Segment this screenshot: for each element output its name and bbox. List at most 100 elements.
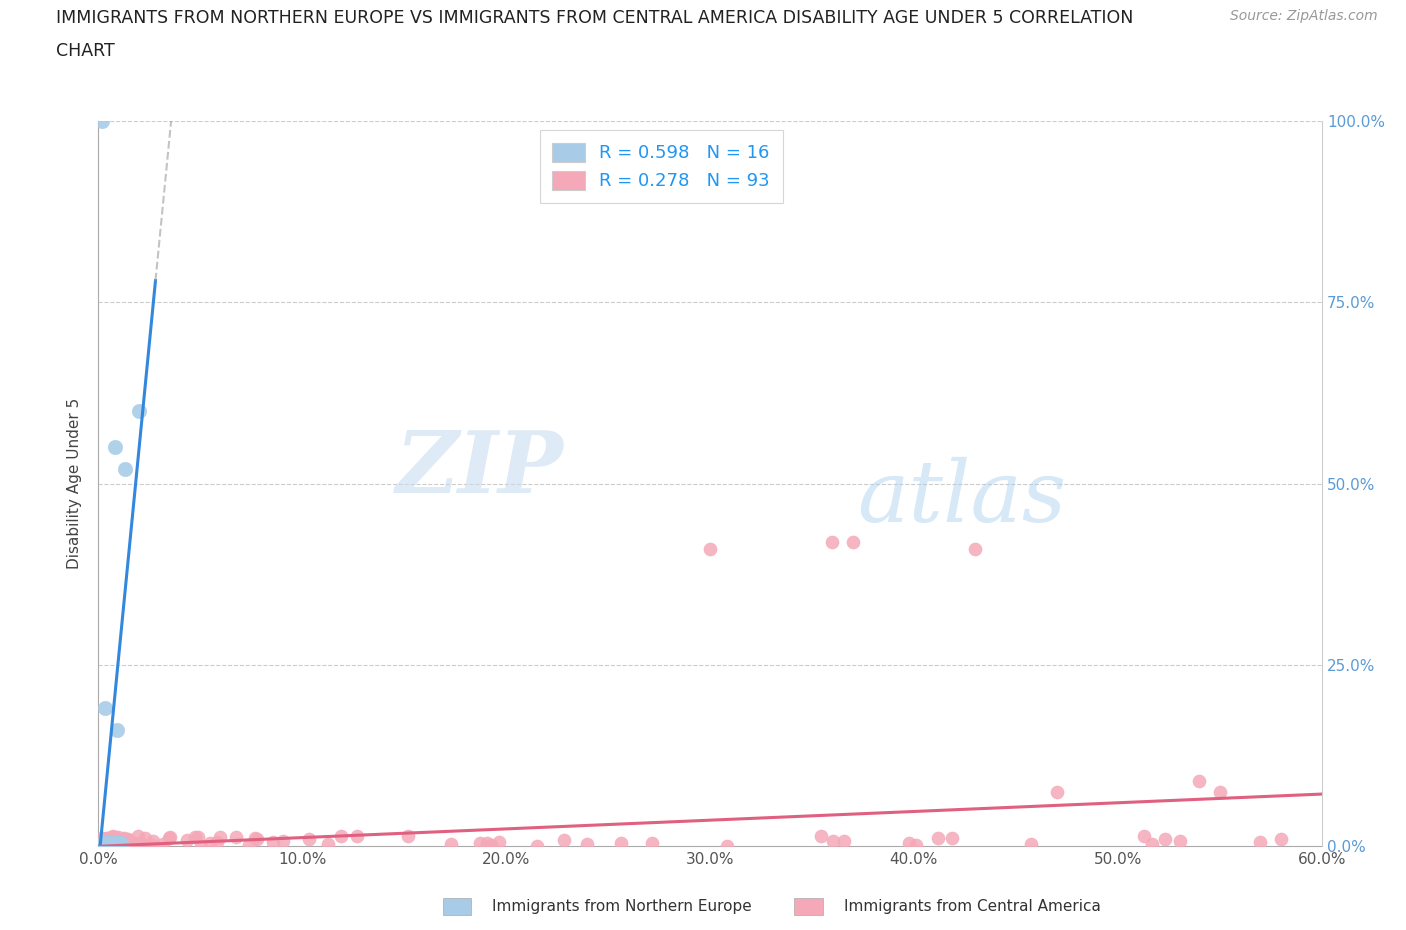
Point bbox=[832, 833, 855, 848]
Point bbox=[927, 830, 949, 845]
Point bbox=[208, 830, 231, 844]
Point bbox=[246, 832, 269, 847]
Text: CHART: CHART bbox=[56, 42, 115, 60]
Point bbox=[127, 829, 149, 844]
Point bbox=[128, 404, 150, 418]
Point bbox=[93, 832, 115, 847]
Point bbox=[114, 832, 136, 847]
Point bbox=[96, 832, 118, 847]
Y-axis label: Disability Age Under 5: Disability Age Under 5 bbox=[67, 398, 83, 569]
Point bbox=[117, 831, 139, 846]
Point bbox=[94, 835, 117, 850]
Point bbox=[205, 834, 228, 849]
Point bbox=[94, 833, 117, 848]
Point bbox=[141, 837, 163, 852]
Point bbox=[1270, 832, 1292, 847]
Point bbox=[91, 835, 114, 850]
Point bbox=[105, 835, 128, 850]
Point bbox=[131, 837, 153, 852]
Point bbox=[479, 838, 502, 853]
Point bbox=[576, 836, 599, 851]
Point bbox=[98, 833, 121, 848]
Point bbox=[526, 838, 548, 853]
Point bbox=[904, 837, 927, 852]
Point bbox=[271, 833, 294, 848]
Point bbox=[111, 836, 134, 851]
Point bbox=[1249, 835, 1271, 850]
Point bbox=[609, 836, 631, 851]
Point bbox=[93, 835, 115, 850]
Point bbox=[107, 838, 129, 853]
Point bbox=[346, 829, 368, 844]
Point bbox=[97, 835, 120, 850]
Point bbox=[90, 838, 112, 853]
Point bbox=[100, 830, 122, 844]
Point bbox=[142, 833, 165, 848]
Point bbox=[965, 541, 987, 556]
Point bbox=[107, 830, 129, 844]
Point bbox=[159, 830, 181, 844]
Point bbox=[104, 440, 127, 455]
Point bbox=[176, 833, 198, 848]
Point bbox=[114, 461, 136, 476]
Point bbox=[90, 838, 112, 853]
Point bbox=[1168, 833, 1191, 848]
Point bbox=[243, 830, 266, 845]
Point bbox=[190, 839, 212, 854]
Point bbox=[100, 833, 122, 848]
Point bbox=[823, 833, 845, 848]
Point bbox=[298, 831, 321, 846]
Text: Immigrants from Central America: Immigrants from Central America bbox=[844, 899, 1101, 914]
Point bbox=[157, 830, 180, 845]
Point bbox=[821, 534, 844, 549]
Point bbox=[97, 835, 120, 850]
Point bbox=[91, 830, 114, 845]
Point bbox=[93, 701, 115, 716]
Point bbox=[103, 829, 125, 844]
Point bbox=[107, 839, 129, 854]
Point bbox=[897, 836, 920, 851]
Point bbox=[101, 835, 124, 850]
Point bbox=[640, 835, 662, 850]
Text: IMMIGRANTS FROM NORTHERN EUROPE VS IMMIGRANTS FROM CENTRAL AMERICA DISABILITY AG: IMMIGRANTS FROM NORTHERN EUROPE VS IMMIG… bbox=[56, 9, 1133, 27]
Point bbox=[841, 534, 863, 549]
Point bbox=[475, 835, 498, 850]
Point bbox=[1209, 785, 1232, 800]
Point bbox=[316, 836, 339, 851]
Point bbox=[941, 830, 963, 845]
Point bbox=[1188, 774, 1211, 789]
Point bbox=[1140, 836, 1163, 851]
Point bbox=[810, 829, 832, 844]
Point bbox=[198, 836, 221, 851]
Point bbox=[122, 835, 145, 850]
Point bbox=[96, 834, 118, 849]
Point bbox=[105, 723, 128, 737]
Point bbox=[330, 829, 353, 844]
Point bbox=[183, 830, 205, 844]
Point bbox=[91, 113, 114, 128]
Point bbox=[187, 830, 209, 844]
Point bbox=[1133, 828, 1156, 843]
Point bbox=[108, 835, 131, 850]
Point bbox=[152, 836, 174, 851]
Point bbox=[104, 834, 127, 849]
Point bbox=[104, 835, 127, 850]
Point bbox=[117, 832, 139, 847]
Point bbox=[488, 834, 510, 849]
Point bbox=[1019, 836, 1042, 851]
Text: ZIP: ZIP bbox=[395, 428, 564, 511]
Point bbox=[112, 830, 135, 845]
Text: atlas: atlas bbox=[856, 457, 1066, 539]
Point bbox=[396, 829, 419, 844]
Point bbox=[262, 835, 284, 850]
Point bbox=[134, 830, 156, 845]
Point bbox=[94, 835, 117, 850]
Text: Immigrants from Northern Europe: Immigrants from Northern Europe bbox=[492, 899, 752, 914]
Point bbox=[101, 839, 124, 854]
Point bbox=[105, 836, 128, 851]
Point bbox=[1045, 785, 1069, 800]
Point bbox=[104, 830, 127, 845]
Point bbox=[100, 835, 122, 850]
Point bbox=[96, 835, 118, 850]
Legend: R = 0.598   N = 16, R = 0.278   N = 93: R = 0.598 N = 16, R = 0.278 N = 93 bbox=[540, 130, 783, 203]
